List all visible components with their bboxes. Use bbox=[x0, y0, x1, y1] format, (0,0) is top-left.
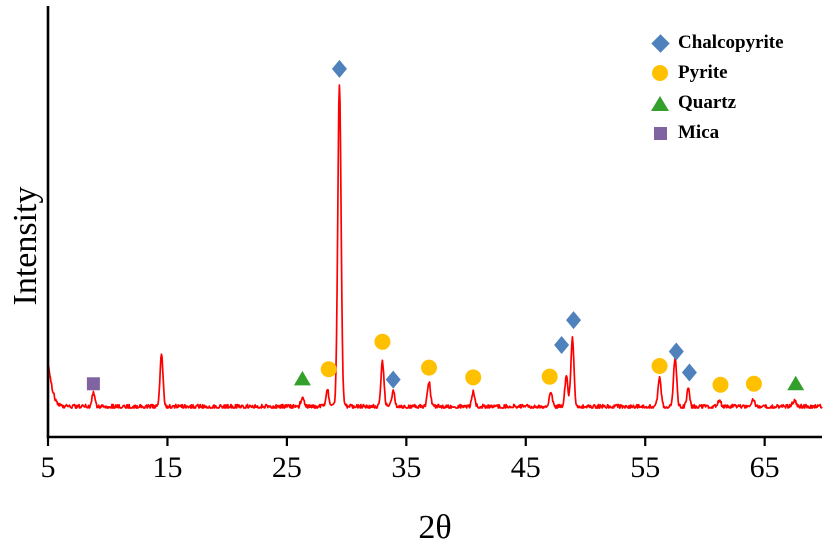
x-tick-label: 45 bbox=[511, 451, 541, 484]
x-tick-label: 35 bbox=[391, 451, 421, 484]
chalcopyrite-marker bbox=[331, 59, 347, 78]
x-tick-label: 65 bbox=[750, 451, 780, 484]
x-tick-label: 15 bbox=[152, 451, 182, 484]
chalcopyrite-marker bbox=[566, 311, 582, 330]
legend-item-chalcopyrite: Chalcopyrite bbox=[650, 28, 784, 58]
chalcopyrite-diamond-icon bbox=[650, 33, 670, 53]
x-tick-label: 5 bbox=[41, 451, 56, 484]
x-tick-label: 25 bbox=[272, 451, 302, 484]
chalcopyrite-marker bbox=[668, 342, 684, 361]
legend-item-quartz: Quartz bbox=[650, 88, 784, 118]
pyrite-marker bbox=[651, 358, 668, 375]
legend-item-pyrite: Pyrite bbox=[650, 58, 784, 88]
pyrite-marker bbox=[320, 361, 337, 378]
x-tick-label: 55 bbox=[630, 451, 660, 484]
x-axis-title: 2θ bbox=[418, 509, 452, 546]
chalcopyrite-marker bbox=[385, 370, 401, 389]
legend: Chalcopyrite Pyrite Quartz Mica bbox=[650, 28, 784, 148]
mica-marker bbox=[86, 377, 100, 391]
legend-label: Pyrite bbox=[678, 62, 728, 83]
pyrite-marker bbox=[465, 369, 482, 386]
xrd-trace bbox=[47, 84, 823, 409]
chalcopyrite-marker bbox=[554, 336, 570, 355]
pyrite-circle-icon bbox=[650, 63, 670, 83]
mica-square-icon bbox=[650, 123, 670, 143]
legend-label: Quartz bbox=[678, 92, 737, 113]
pyrite-marker bbox=[541, 368, 558, 385]
chalcopyrite-marker bbox=[681, 363, 697, 382]
pyrite-marker bbox=[374, 333, 391, 350]
pyrite-marker bbox=[712, 376, 729, 393]
quartz-triangle-icon bbox=[650, 93, 670, 113]
legend-label: Chalcopyrite bbox=[678, 32, 784, 53]
y-axis-title: Intensity bbox=[7, 186, 44, 306]
pyrite-marker bbox=[421, 359, 438, 376]
legend-item-mica: Mica bbox=[650, 118, 784, 148]
quartz-marker bbox=[293, 370, 311, 386]
legend-label: Mica bbox=[678, 122, 720, 143]
pyrite-marker bbox=[745, 375, 762, 392]
quartz-marker bbox=[787, 375, 805, 391]
